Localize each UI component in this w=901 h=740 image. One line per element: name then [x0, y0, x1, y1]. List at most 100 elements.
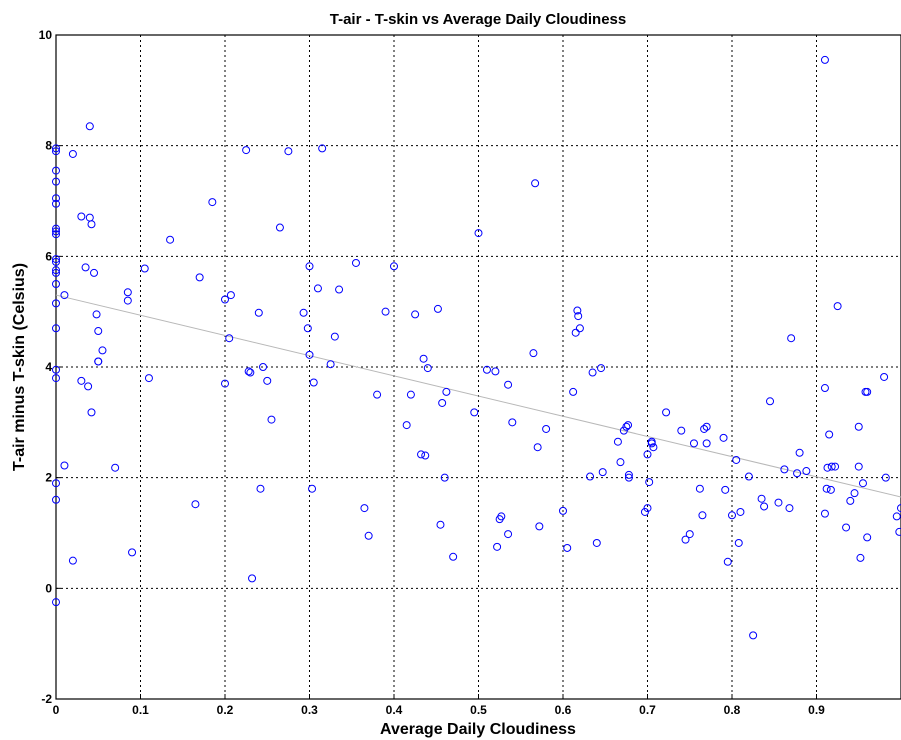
data-point — [52, 224, 60, 233]
data-point — [52, 299, 60, 308]
data-point — [440, 473, 449, 482]
data-point — [52, 324, 60, 333]
data-point — [649, 443, 658, 452]
data-points — [52, 55, 901, 640]
data-point — [793, 469, 802, 478]
trend-line-group — [55, 294, 901, 498]
data-point — [303, 324, 312, 333]
data-point — [573, 306, 582, 315]
data-point — [749, 631, 758, 640]
data-point — [52, 147, 60, 156]
data-point — [81, 263, 90, 272]
data-point — [52, 365, 60, 374]
data-point — [248, 574, 257, 583]
data-point — [335, 285, 344, 294]
data-point — [98, 346, 107, 355]
data-point — [643, 450, 652, 459]
chart-title: T-air - T-skin vs Average Daily Cloudine… — [330, 11, 627, 28]
data-point — [128, 548, 137, 557]
data-point — [94, 357, 103, 366]
data-point — [802, 467, 811, 476]
y-tick-label: 0 — [45, 581, 52, 595]
data-point — [827, 462, 836, 471]
data-point — [571, 328, 580, 337]
y-tick-label: 6 — [45, 249, 52, 263]
data-point — [574, 312, 583, 321]
data-point — [719, 433, 728, 442]
data-point — [318, 144, 327, 153]
data-point — [624, 473, 633, 482]
data-point — [880, 372, 889, 381]
data-point — [825, 430, 834, 439]
data-point — [774, 498, 783, 507]
data-point — [760, 502, 769, 511]
data-point — [856, 553, 865, 562]
data-point — [897, 504, 901, 513]
data-point — [221, 295, 229, 304]
data-point — [616, 458, 625, 467]
data-point — [732, 455, 741, 464]
data-point — [436, 520, 445, 529]
data-point — [259, 363, 268, 371]
x-tick-label: 0.7 — [639, 703, 656, 717]
data-point — [504, 530, 513, 539]
data-point — [52, 144, 60, 153]
data-point — [52, 374, 60, 383]
data-point — [275, 223, 284, 232]
data-point — [820, 55, 829, 64]
x-tick-label: 0.6 — [555, 703, 572, 717]
data-point — [417, 450, 426, 459]
data-point — [820, 384, 829, 393]
data-point — [52, 227, 60, 236]
data-point — [421, 451, 430, 460]
data-point — [433, 304, 442, 313]
data-point — [52, 230, 60, 239]
data-point — [529, 349, 538, 358]
data-point — [685, 530, 694, 539]
data-point — [52, 255, 60, 264]
data-point — [246, 368, 255, 377]
data-point — [482, 365, 491, 374]
data-point — [533, 443, 542, 452]
x-tick-label: 0.4 — [386, 703, 403, 717]
data-point — [757, 494, 766, 503]
data-point — [597, 364, 606, 373]
data-point — [411, 310, 420, 319]
data-point — [195, 273, 204, 282]
data-point — [647, 439, 656, 448]
data-point — [52, 495, 60, 504]
data-point — [326, 360, 335, 369]
data-point — [842, 523, 851, 532]
data-point — [166, 235, 175, 244]
data-point — [351, 258, 360, 267]
data-point — [569, 387, 578, 396]
data-point — [854, 462, 863, 471]
data-point — [84, 382, 93, 391]
data-point — [52, 166, 60, 175]
data-point — [87, 408, 96, 417]
x-tick-label: 0.9 — [808, 703, 825, 717]
x-tick-label: 0.5 — [470, 703, 487, 717]
data-point — [858, 479, 867, 488]
data-point — [820, 509, 829, 518]
data-point — [598, 468, 607, 477]
data-point — [77, 212, 86, 221]
data-point — [863, 387, 872, 396]
data-point — [542, 424, 551, 433]
data-point — [402, 421, 411, 430]
data-point — [226, 291, 235, 300]
data-point — [390, 262, 398, 271]
data-point — [60, 461, 69, 470]
data-point — [728, 511, 736, 520]
data-point — [624, 421, 633, 430]
data-point — [305, 262, 314, 271]
y-tick-label: 4 — [45, 360, 52, 374]
data-point — [225, 334, 234, 343]
data-point — [140, 264, 149, 273]
data-point — [94, 327, 103, 336]
data-point — [677, 426, 686, 435]
data-point — [588, 368, 597, 377]
data-point — [766, 397, 775, 406]
data-point — [698, 511, 707, 520]
